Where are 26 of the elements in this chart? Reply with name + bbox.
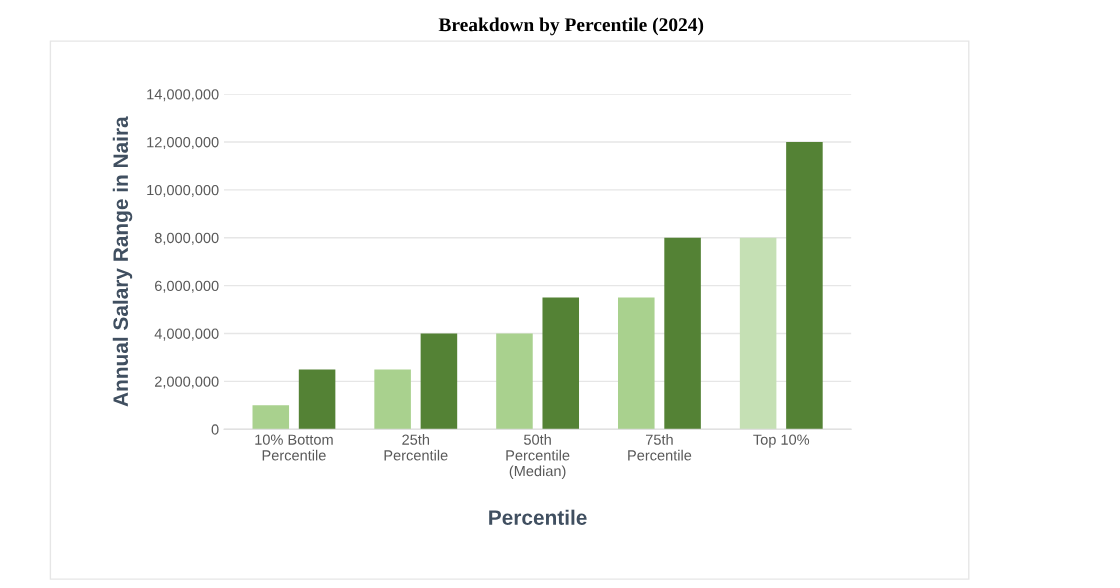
y-tick-label: 8,000,000 — [154, 232, 219, 245]
y-tick-label: 6,000,000 — [155, 280, 219, 293]
bar — [420, 333, 458, 430]
y-tick-label: 10,000,000 — [147, 184, 219, 197]
bar — [252, 405, 290, 430]
y-tick-label: 12,000,000 — [147, 137, 219, 150]
y-tick-label: 14,000,000 — [147, 89, 219, 102]
bar — [542, 297, 580, 430]
bar — [496, 333, 533, 430]
y-tick-label: 2,000,000 — [155, 376, 219, 389]
bar — [664, 237, 701, 430]
x-tick-label: 50th Percentile (Median) — [506, 434, 570, 480]
x-tick-label: 25th Percentile — [384, 434, 448, 461]
y-tick-label: 0 — [211, 424, 219, 435]
x-tick-label: 75th Percentile — [628, 434, 692, 461]
chart-title: Breakdown by Percentile (2024) — [438, 17, 704, 36]
bar — [739, 237, 777, 430]
x-axis-title: Percentile — [489, 509, 587, 525]
x-tick-label: 10% Bottom Percentile — [255, 434, 333, 461]
bar — [374, 369, 411, 430]
bar — [618, 297, 655, 430]
y-tick-label: 4,000,000 — [154, 328, 219, 341]
y-axis-title: Annual Salary Range in Naira — [112, 116, 133, 407]
x-tick-label: Top 10% — [753, 434, 810, 448]
bar — [298, 369, 336, 430]
bar — [786, 141, 823, 430]
